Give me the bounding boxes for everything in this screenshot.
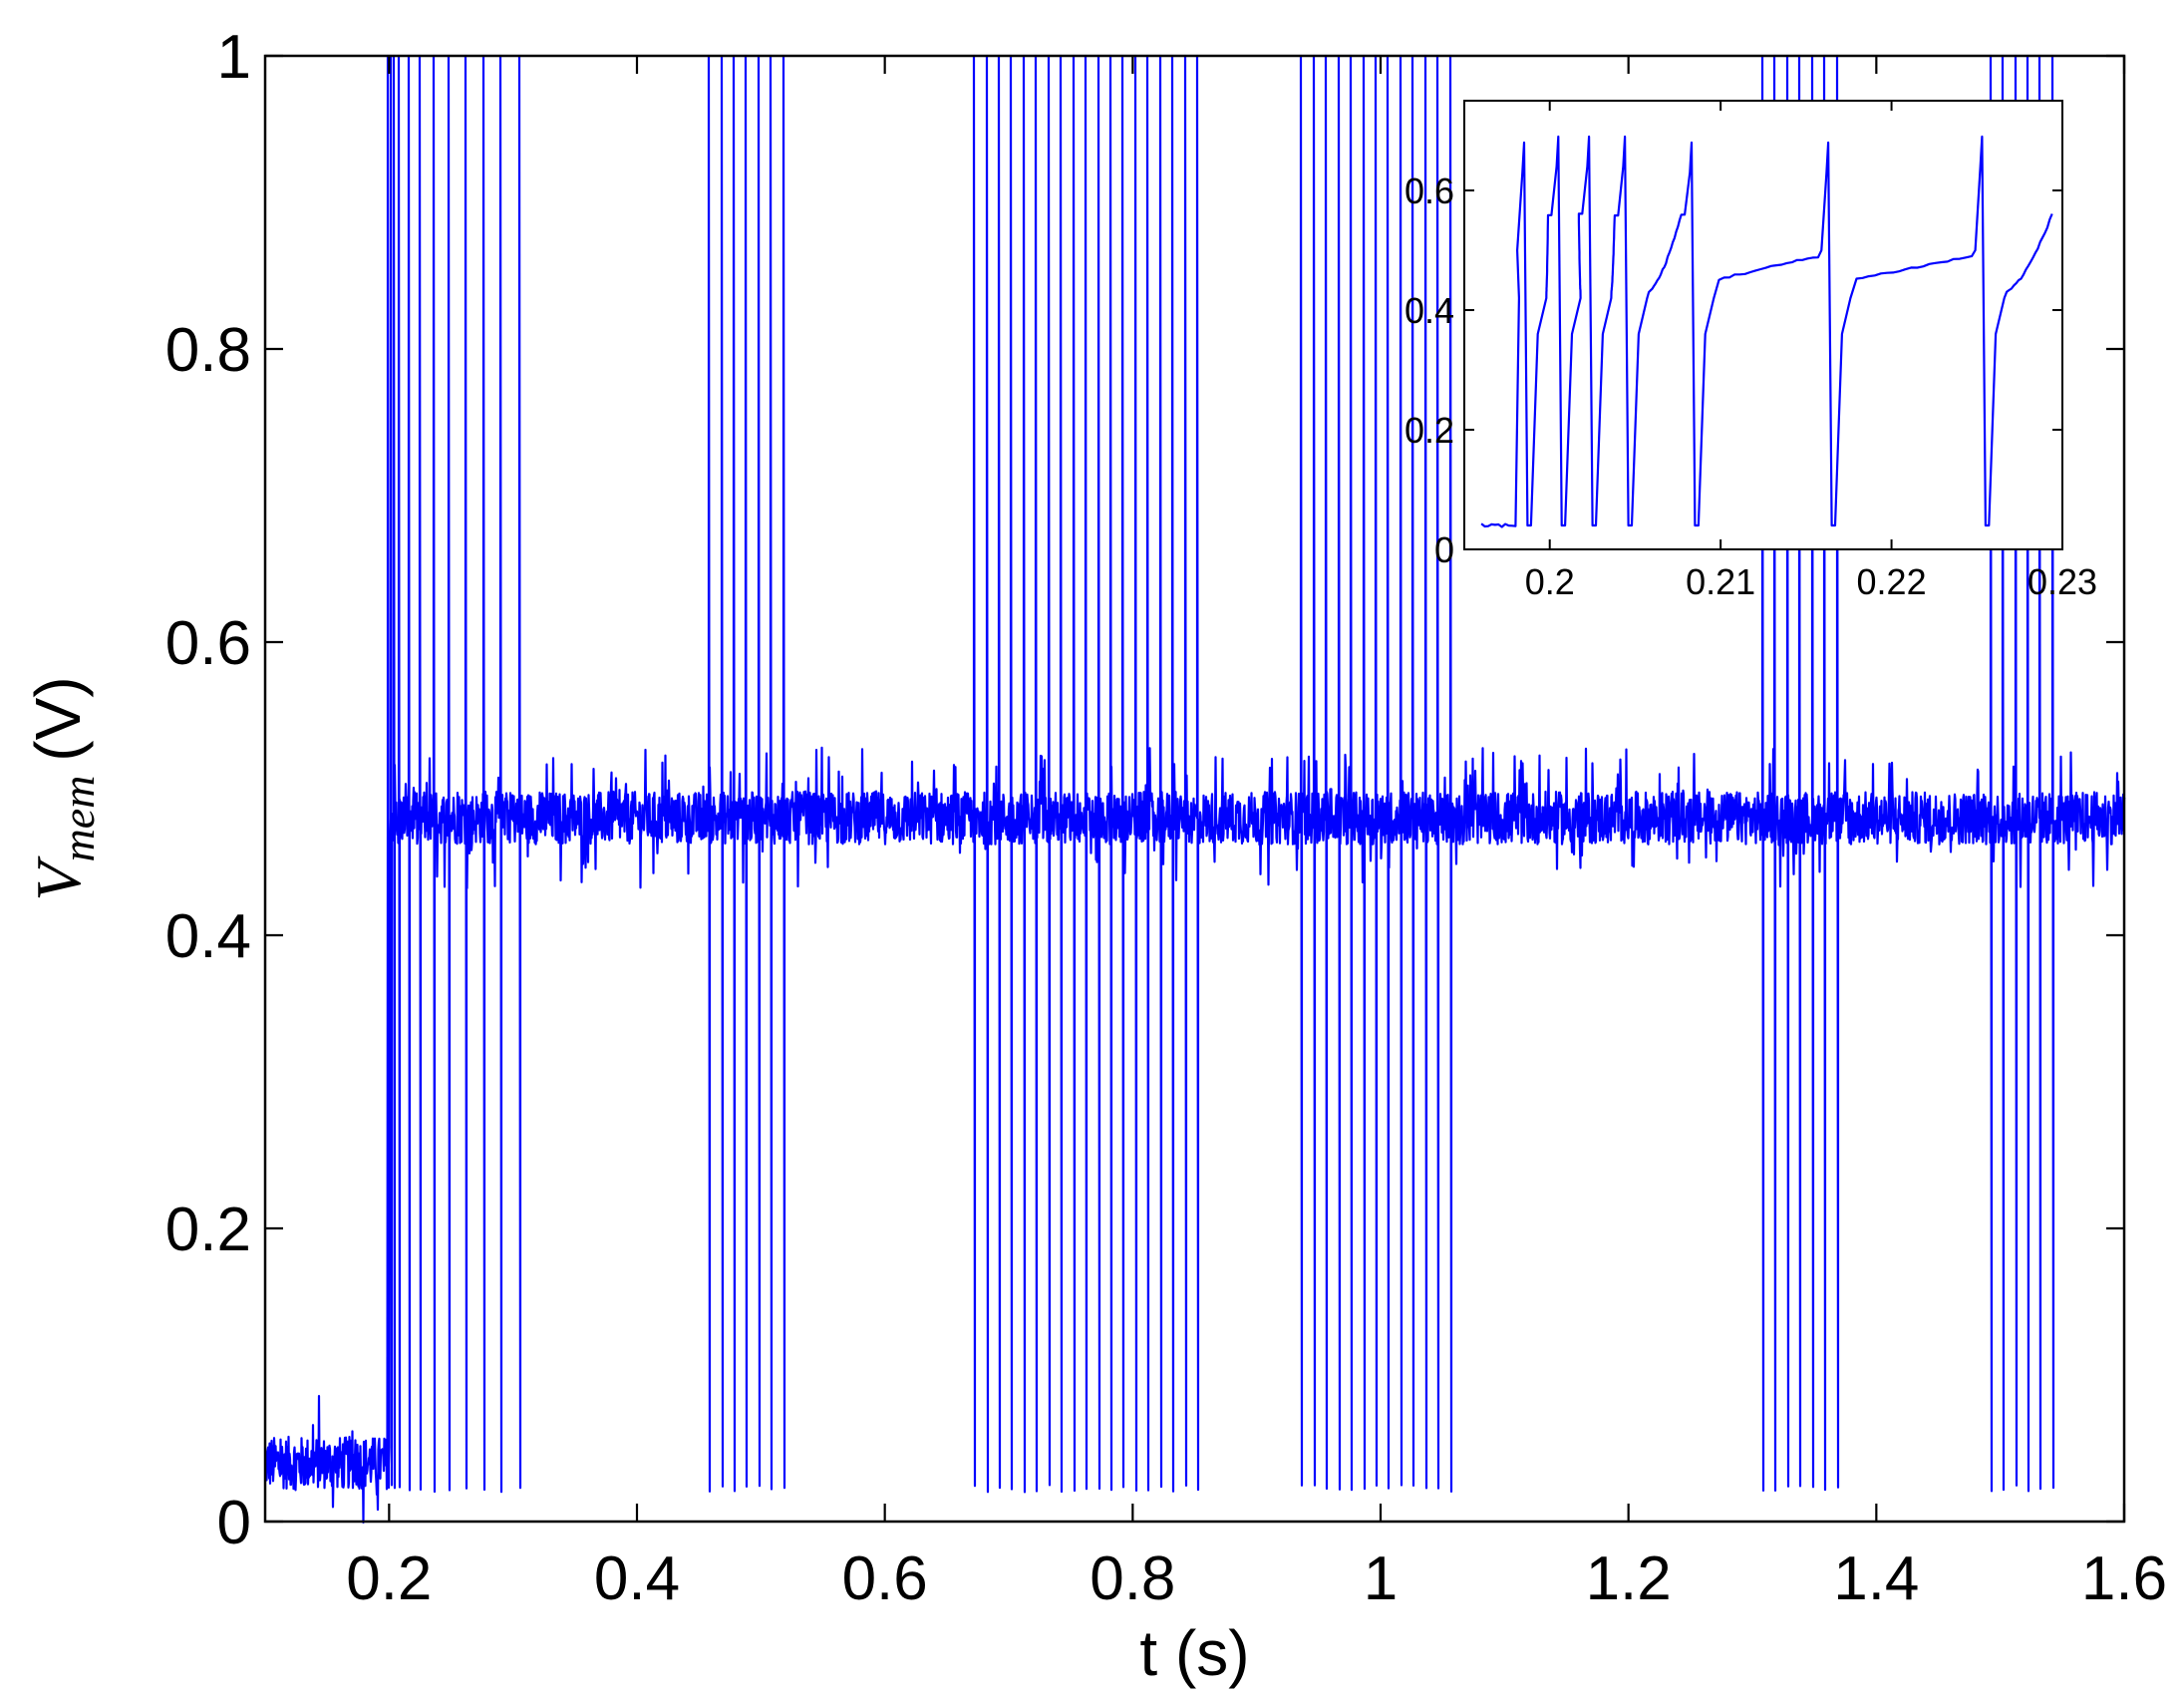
inset-y-tick-label: 0.6 <box>1404 170 1454 211</box>
inset-chart: 0.2 0.21 0.22 0.23 0 0.2 0.4 0.6 <box>1404 100 2097 602</box>
inset-y-tick-label: 0.4 <box>1404 290 1454 331</box>
y-axis-label-unit: (V) <box>22 676 94 761</box>
x-axis-label: t (s) <box>1139 1617 1249 1689</box>
inset-y-tick-label: 0.2 <box>1404 410 1454 451</box>
inset-x-tick-label: 0.21 <box>1686 561 1755 602</box>
x-tick-label: 1.6 <box>2081 1544 2167 1613</box>
y-axis-label-symbol: V <box>23 855 94 901</box>
main-plot-frame <box>263 54 2126 1524</box>
y-tick-label: 0 <box>217 1489 251 1557</box>
inset-x-tick-label: 0.22 <box>1857 561 1927 602</box>
x-tick-label: 0.6 <box>842 1544 928 1613</box>
y-tick-label: 0.8 <box>165 316 251 385</box>
x-tick-label: 1.2 <box>1586 1544 1672 1613</box>
y-axis-label: Vmem (V) <box>22 676 104 900</box>
inset-x-tick-label: 0.2 <box>1525 561 1575 602</box>
inset-x-axis: 0.2 0.21 0.22 0.23 <box>1525 101 2097 602</box>
y-tick-label: 1 <box>217 23 251 92</box>
inset-background <box>1464 101 2062 549</box>
main-voltage-trace <box>263 54 2126 1524</box>
inset-x-tick-label: 0.23 <box>2028 561 2097 602</box>
inset-voltage-trace <box>1480 135 2053 528</box>
inset-plot-frame <box>1463 100 2063 550</box>
y-tick-label: 0.2 <box>165 1195 251 1264</box>
x-tick-label: 0.4 <box>594 1544 680 1613</box>
main-chart: 0.2 0.4 0.6 0.8 1 1.2 1.4 1.6 0 0.2 0.4 0.6 0.8 1 t … <box>22 23 2167 1689</box>
y-axis-label-subscript: mem <box>53 776 104 862</box>
main-x-axis: 0.2 0.4 0.6 0.8 1 1.2 1.4 1.6 <box>346 56 2167 1613</box>
inset-y-axis: 0 0.2 0.4 0.6 <box>1404 170 2062 570</box>
x-tick-label: 0.8 <box>1090 1544 1175 1613</box>
x-tick-label: 0.2 <box>346 1544 432 1613</box>
x-tick-label: 1.4 <box>1833 1544 1919 1613</box>
inset-y-tick-label: 0 <box>1434 529 1454 570</box>
main-y-axis: 0 0.2 0.4 0.6 0.8 1 <box>165 23 2124 1557</box>
x-tick-label: 1 <box>1364 1544 1398 1613</box>
y-tick-label: 0.6 <box>165 609 251 678</box>
y-tick-label: 0.4 <box>165 902 251 971</box>
